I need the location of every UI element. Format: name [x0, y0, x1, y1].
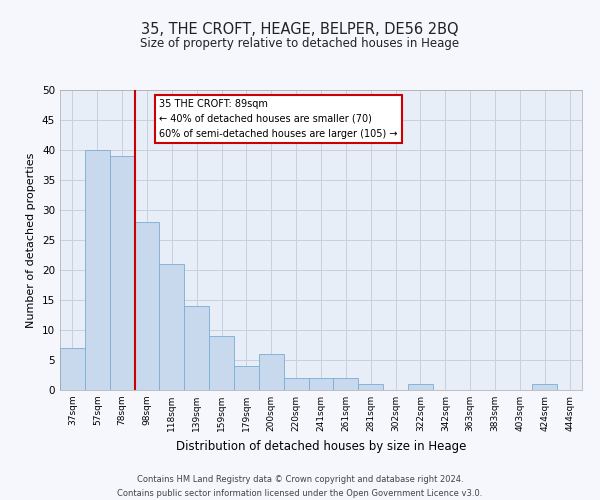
Bar	[134, 222, 160, 390]
Text: 35 THE CROFT: 89sqm
← 40% of detached houses are smaller (70)
60% of semi-detach: 35 THE CROFT: 89sqm ← 40% of detached ho…	[159, 99, 398, 138]
X-axis label: Distribution of detached houses by size in Heage: Distribution of detached houses by size …	[176, 440, 466, 452]
Bar	[160, 264, 184, 390]
Text: Contains HM Land Registry data © Crown copyright and database right 2024.
Contai: Contains HM Land Registry data © Crown c…	[118, 476, 482, 498]
Bar	[308, 378, 334, 390]
Bar	[259, 354, 284, 390]
Bar	[60, 348, 85, 390]
Bar	[334, 378, 358, 390]
Bar	[358, 384, 383, 390]
Bar	[184, 306, 209, 390]
Bar	[408, 384, 433, 390]
Bar	[284, 378, 308, 390]
Text: 35, THE CROFT, HEAGE, BELPER, DE56 2BQ: 35, THE CROFT, HEAGE, BELPER, DE56 2BQ	[141, 22, 459, 38]
Bar	[85, 150, 110, 390]
Bar	[532, 384, 557, 390]
Bar	[234, 366, 259, 390]
Bar	[110, 156, 134, 390]
Y-axis label: Number of detached properties: Number of detached properties	[26, 152, 37, 328]
Text: Size of property relative to detached houses in Heage: Size of property relative to detached ho…	[140, 38, 460, 51]
Bar	[209, 336, 234, 390]
